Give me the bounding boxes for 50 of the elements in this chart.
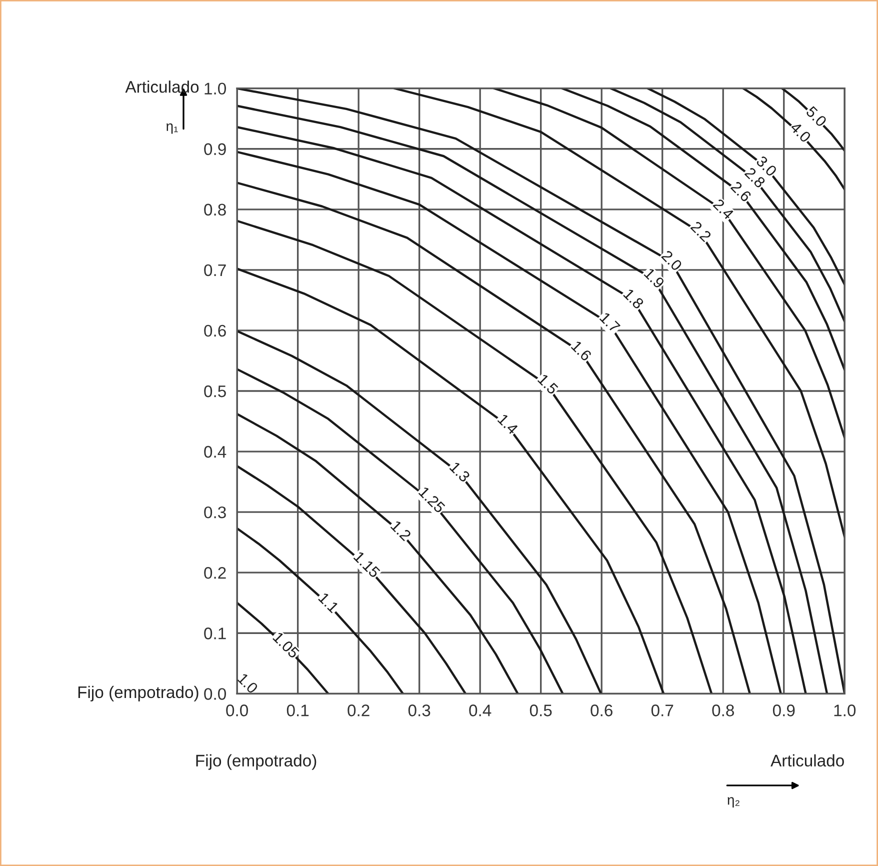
series-label: 2.2 (690, 220, 712, 242)
series-label: 1.25 (418, 486, 446, 514)
x-tick-label: 0.6 (590, 704, 612, 716)
series-label: 1.1 (318, 592, 340, 614)
series-label: 1.7 (599, 312, 620, 333)
text: η₂ (728, 797, 740, 808)
x-tick-label: 0.2 (348, 704, 370, 716)
series-label: 1.8 (623, 288, 644, 310)
x-tick-label: 0.4 (469, 704, 492, 716)
series-label: 5.0 (805, 106, 828, 128)
series-label: 1.6 (570, 340, 592, 362)
series-label: 2.4 (712, 198, 734, 220)
text: Articulado (125, 80, 199, 93)
series-label: 1.05 (272, 631, 300, 659)
y-tick-label: 0.1 (204, 628, 226, 640)
line-series (561, 88, 845, 371)
x-tick-label: 0.9 (772, 704, 795, 716)
y-tick-label: 0.6 (204, 324, 226, 337)
series-label: 1.3 (449, 461, 471, 483)
series-label: 1.5 (537, 374, 559, 395)
series-label: 1.9 (644, 268, 665, 289)
y-tick-label: 0.9 (204, 143, 226, 156)
y-tick-label: 0.5 (204, 385, 226, 398)
y-tick-label: 0.2 (204, 567, 226, 579)
y-tick-label: 0.7 (204, 264, 226, 276)
y-tick-label: 0.4 (204, 446, 226, 458)
line-series (237, 330, 602, 694)
y-tick-label: 1.0 (204, 82, 226, 95)
x-tick-label: 0.7 (651, 704, 674, 716)
series-label: 1.4 (497, 414, 519, 435)
text: Fijo (empotrado) (196, 754, 316, 770)
x-tick-label: 0.0 (226, 704, 248, 716)
line-series (780, 88, 845, 152)
text: η₁ (166, 123, 178, 134)
line-series (237, 368, 564, 694)
line-series (237, 412, 519, 694)
series-label: 1.15 (353, 551, 381, 578)
annotation: 1.0 (237, 672, 259, 694)
text: Fijo (empotrado) (78, 686, 198, 702)
series-label: 1.2 (390, 520, 412, 542)
y-tick-label: 0.0 (204, 688, 226, 700)
y-tick-label: 0.8 (204, 204, 226, 216)
x-tick-label: 0.3 (408, 704, 430, 716)
text: Articulado (770, 754, 844, 767)
x-tick-label: 1.0 (834, 704, 856, 716)
x-tick-label: 0.1 (286, 704, 309, 716)
y-tick-label: 0.3 (204, 506, 226, 518)
line-series (492, 88, 845, 439)
x-tick-label: 0.5 (530, 704, 552, 716)
x-tick-label: 0.8 (712, 704, 734, 716)
